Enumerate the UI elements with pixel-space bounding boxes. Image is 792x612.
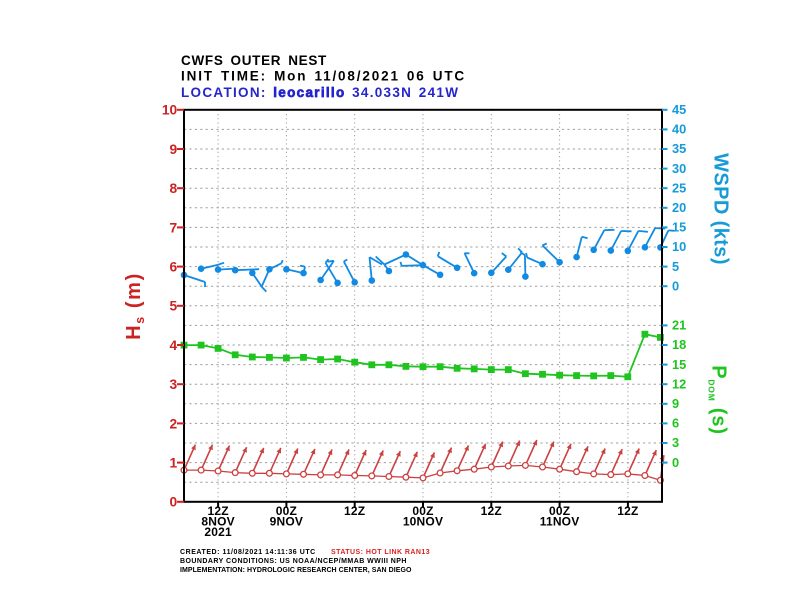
- svg-text:5: 5: [672, 259, 679, 274]
- svg-text:0: 0: [170, 495, 178, 510]
- svg-text:5: 5: [170, 299, 178, 314]
- svg-text:45: 45: [672, 102, 686, 117]
- svg-text:1: 1: [170, 456, 178, 471]
- svg-text:CWFS OUTER NEST: CWFS OUTER NEST: [181, 53, 327, 68]
- svg-text:3: 3: [170, 377, 178, 392]
- svg-text:6: 6: [672, 416, 679, 431]
- svg-text:12Z: 12Z: [617, 504, 638, 518]
- svg-text:3: 3: [672, 435, 679, 450]
- svg-text:25: 25: [672, 180, 686, 195]
- svg-text:10: 10: [672, 239, 686, 254]
- svg-text:20: 20: [672, 200, 686, 215]
- svg-text:Hs (m): Hs (m): [123, 272, 147, 340]
- svg-text:8: 8: [170, 181, 178, 196]
- svg-text:CREATED: 11/08/2021 14:11:36 U: CREATED: 11/08/2021 14:11:36 UTC: [180, 549, 316, 556]
- svg-text:9NOV: 9NOV: [270, 515, 303, 529]
- svg-text:15: 15: [672, 220, 686, 235]
- svg-text:21: 21: [672, 318, 686, 333]
- svg-text:2021: 2021: [204, 525, 232, 539]
- svg-text:10: 10: [162, 103, 178, 118]
- svg-text:30: 30: [672, 161, 686, 176]
- svg-text:40: 40: [672, 122, 686, 137]
- svg-text:6: 6: [170, 260, 178, 275]
- svg-text:7: 7: [170, 220, 178, 235]
- svg-text:12Z: 12Z: [207, 504, 228, 518]
- svg-text:9: 9: [672, 396, 679, 411]
- svg-text:12Z: 12Z: [481, 504, 502, 518]
- svg-text:15: 15: [672, 357, 686, 372]
- svg-text:00Z: 00Z: [412, 504, 433, 518]
- svg-text:9: 9: [170, 142, 178, 157]
- svg-text:BOUNDARY CONDITIONS: US NOAA/N: BOUNDARY CONDITIONS: US NOAA/NCEP/MMAB W…: [180, 558, 407, 565]
- svg-text:LOCATION: leocarillo 34.033N 2: LOCATION: leocarillo 34.033N 241W: [181, 85, 459, 100]
- svg-text:8NOV: 8NOV: [201, 515, 234, 529]
- svg-text:35: 35: [672, 141, 686, 156]
- svg-text:0: 0: [672, 455, 679, 470]
- svg-text:IMPLEMENTATION: HYDROLOGIC RES: IMPLEMENTATION: HYDROLOGIC RESEARCH CENT…: [180, 567, 412, 574]
- svg-text:18: 18: [672, 337, 686, 352]
- svg-text:11NOV: 11NOV: [540, 515, 580, 529]
- svg-text:12Z: 12Z: [344, 504, 365, 518]
- svg-text:0: 0: [672, 278, 679, 293]
- svg-text:STATUS: HOT LINK RAN13: STATUS: HOT LINK RAN13: [331, 549, 430, 556]
- svg-text:4: 4: [170, 338, 178, 353]
- svg-text:WSPD (kts): WSPD (kts): [710, 153, 732, 265]
- svg-text:INIT TIME: Mon 11/08/2021 06 U: INIT TIME: Mon 11/08/2021 06 UTC: [181, 69, 466, 84]
- svg-text:00Z: 00Z: [276, 504, 297, 518]
- svg-text:10NOV: 10NOV: [403, 515, 443, 529]
- svg-text:12: 12: [672, 376, 686, 391]
- svg-text:2: 2: [170, 416, 178, 431]
- svg-text:00Z: 00Z: [549, 504, 570, 518]
